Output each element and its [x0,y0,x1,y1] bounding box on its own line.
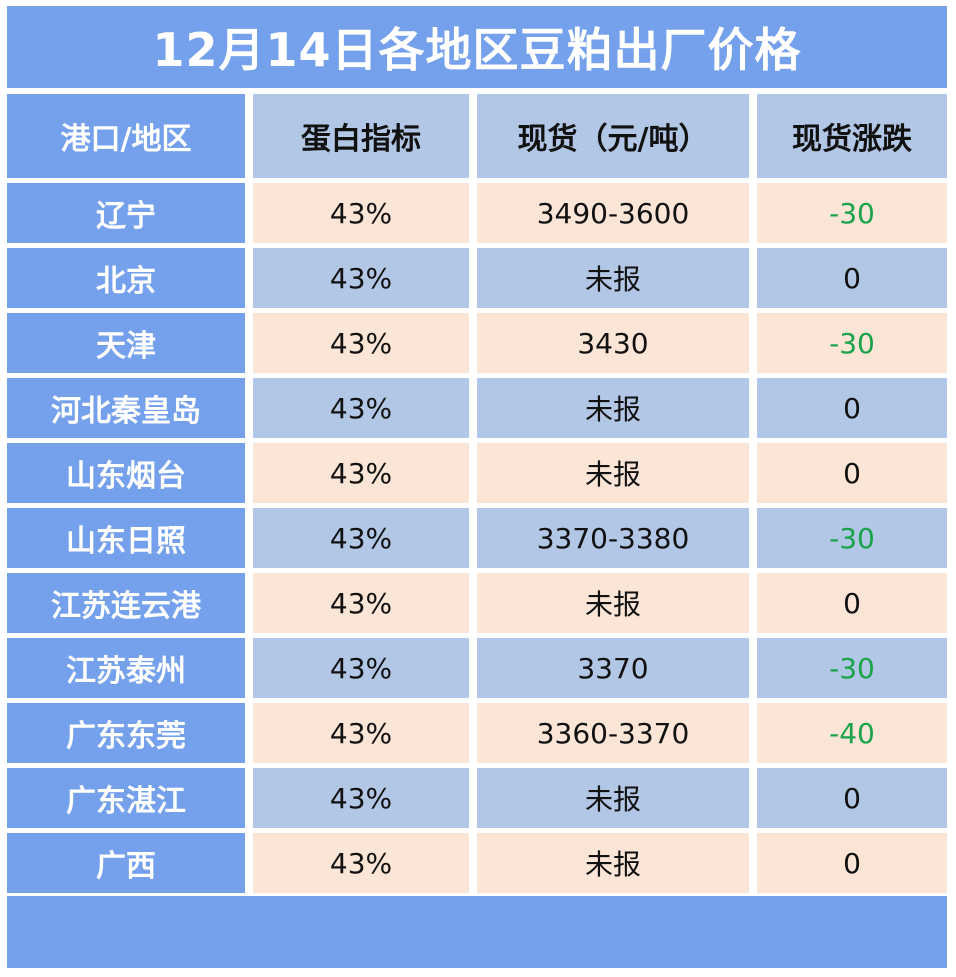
spot-change-cell: -30 [757,508,947,568]
price-table: 港口/地区 蛋白指标 现货（元/吨） 现货涨跌 辽宁 43% 3490-3600 -3… [7,94,947,893]
header-region: 港口/地区 [7,94,245,178]
region-cell: 天津 [7,313,245,373]
protein-cell: 43% [253,703,469,763]
protein-cell: 43% [253,573,469,633]
spot-change-cell: 0 [757,768,947,828]
protein-cell: 43% [253,833,469,893]
spot-change-cell: 0 [757,573,947,633]
spot-price-cell: 未报 [477,833,749,893]
spot-change-cell: -30 [757,313,947,373]
spot-change-cell: 0 [757,248,947,308]
spot-price-cell: 3370-3380 [477,508,749,568]
header-spot-change: 现货涨跌 [757,94,947,178]
footer-bar [7,896,947,968]
table-title: 12月14日各地区豆粕出厂价格 [7,6,947,88]
price-table-sheet: 12月14日各地区豆粕出厂价格 港口/地区 蛋白指标 现货（元/吨） 现货涨跌 … [7,6,947,968]
protein-cell: 43% [253,768,469,828]
protein-cell: 43% [253,443,469,503]
region-cell: 江苏泰州 [7,638,245,698]
region-cell: 广东湛江 [7,768,245,828]
region-cell: 辽宁 [7,183,245,243]
region-cell: 广东东莞 [7,703,245,763]
region-cell: 江苏连云港 [7,573,245,633]
spot-change-cell: 0 [757,378,947,438]
spot-price-cell: 3360-3370 [477,703,749,763]
protein-cell: 43% [253,378,469,438]
spot-price-cell: 未报 [477,248,749,308]
spot-price-cell: 未报 [477,573,749,633]
header-spot-price: 现货（元/吨） [477,94,749,178]
protein-cell: 43% [253,183,469,243]
spot-change-cell: 0 [757,443,947,503]
protein-cell: 43% [253,313,469,373]
region-cell: 河北秦皇岛 [7,378,245,438]
protein-cell: 43% [253,638,469,698]
protein-cell: 43% [253,248,469,308]
region-cell: 山东日照 [7,508,245,568]
protein-cell: 43% [253,508,469,568]
spot-price-cell: 未报 [477,443,749,503]
spot-change-cell: -40 [757,703,947,763]
header-protein: 蛋白指标 [253,94,469,178]
spot-change-cell: 0 [757,833,947,893]
region-cell: 山东烟台 [7,443,245,503]
spot-price-cell: 未报 [477,768,749,828]
spot-price-cell: 3370 [477,638,749,698]
spot-price-cell: 未报 [477,378,749,438]
spot-price-cell: 3430 [477,313,749,373]
spot-price-cell: 3490-3600 [477,183,749,243]
region-cell: 广西 [7,833,245,893]
spot-change-cell: -30 [757,183,947,243]
region-cell: 北京 [7,248,245,308]
spot-change-cell: -30 [757,638,947,698]
